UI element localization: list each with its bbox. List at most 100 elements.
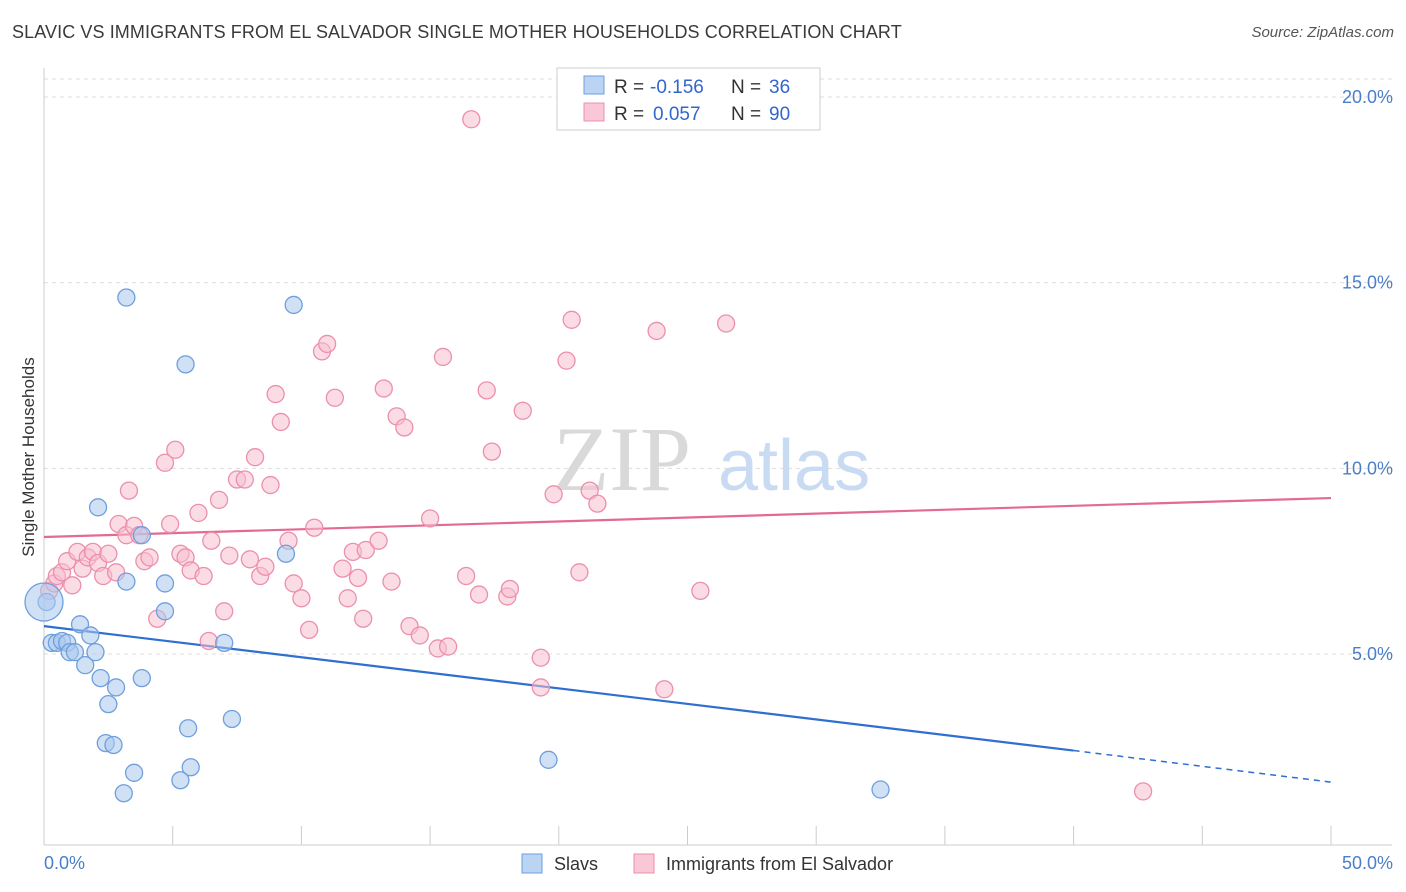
slavs-point [178, 719, 198, 738]
slavs-point [24, 582, 64, 622]
legend-swatch-salvador [583, 102, 605, 122]
slavs-point [132, 668, 151, 688]
salvador-point [531, 648, 550, 667]
x-tick-label-max: 50.0% [1342, 853, 1393, 873]
legend-r-value-2: 0.057 [653, 104, 701, 125]
slavs-point [104, 735, 123, 755]
salvador-point [166, 440, 185, 459]
salvador-point [557, 351, 576, 370]
slavs-point [155, 574, 175, 593]
legend-n-label-1: N = [731, 77, 761, 98]
slavs-point [81, 626, 100, 645]
salvador-point [209, 490, 229, 510]
salvador-point [420, 509, 440, 528]
salvador-point [119, 481, 139, 500]
slavs-point [222, 709, 242, 729]
salvador-point [338, 589, 357, 608]
salvador-point [456, 566, 476, 586]
salvador-point [333, 559, 352, 578]
salvador-point [215, 602, 234, 621]
slavs-point [176, 355, 195, 374]
legend-r-value-1: -0.156 [650, 77, 704, 98]
salvador-point [356, 540, 375, 560]
x-tick-label-min: 0.0% [44, 853, 85, 873]
salvador-point [382, 572, 401, 591]
y-tick-label: 20.0% [1342, 87, 1393, 107]
legend-r-label-2: R = [614, 104, 644, 125]
slavs-point [539, 750, 558, 769]
salvador-point [531, 678, 550, 697]
salvador-point [544, 485, 563, 504]
watermark: ZIP atlas [553, 408, 870, 510]
salvador-point [99, 544, 118, 563]
salvador-point [655, 680, 674, 699]
salvador-point [395, 418, 414, 437]
salvador-point [202, 531, 221, 550]
slavs-point [132, 526, 151, 545]
salvador-point [570, 563, 589, 582]
salvador-point [317, 334, 337, 354]
salvador-trend-line [43, 496, 1332, 539]
salvador-point [194, 566, 213, 586]
grid-lines [44, 78, 1392, 655]
slavs-point [181, 758, 200, 777]
salvador-point [369, 531, 388, 550]
salvador-point [160, 514, 180, 534]
legend-n-label-2: N = [731, 104, 761, 125]
salvador-point [477, 381, 496, 400]
y-tick-label: 15.0% [1342, 273, 1393, 293]
salvador-point [513, 401, 532, 420]
bottom-legend-swatch-salvador [633, 853, 655, 874]
watermark-atlas: atlas [718, 426, 870, 506]
slavs-point [117, 572, 136, 591]
salvador-point [325, 388, 345, 407]
salvador-point [266, 384, 285, 404]
slavs-point [91, 668, 110, 688]
slavs-point [124, 763, 144, 782]
slavs-point [276, 544, 296, 563]
slavs-point [88, 498, 108, 517]
slavs-point [117, 288, 136, 307]
slavs-point [215, 633, 234, 653]
bottom-legend-label-slavs: Slavs [554, 854, 598, 874]
y-tick-label: 10.0% [1342, 458, 1393, 478]
salvador-point [433, 347, 453, 367]
y-axis-title: Single Mother Households [19, 357, 38, 556]
slavs-point [171, 771, 190, 790]
y-tick-label: 5.0% [1352, 644, 1393, 664]
slavs-point [76, 655, 95, 675]
salvador-point [691, 581, 710, 601]
slavs-point [99, 694, 118, 714]
salvador-point [348, 568, 368, 588]
salvador-point [245, 448, 265, 467]
salvador-point [410, 626, 429, 645]
legend-swatch-slavs [583, 75, 605, 95]
slavs-point [86, 642, 105, 662]
salvador-point [292, 589, 311, 608]
salvador-point [299, 620, 319, 640]
slavs-point [155, 602, 175, 621]
trend-lines [43, 496, 1332, 783]
watermark-zip: ZIP [553, 408, 691, 510]
salvador-point [562, 310, 581, 329]
salvador-point [240, 550, 260, 569]
salvador-point [261, 475, 280, 495]
bottom-legend-label-salvador: Immigrants from El Salvador [666, 854, 893, 874]
legend-n-value-1: 36 [769, 77, 790, 98]
salvador-point [588, 494, 607, 513]
salvador-point [462, 110, 481, 129]
salvador-point [438, 637, 458, 656]
data-points [24, 110, 1153, 803]
salvador-point [305, 518, 324, 537]
bottom-legend-swatch-slavs [521, 853, 543, 874]
salvador-point [220, 546, 239, 565]
slavs-trend-line [43, 625, 1074, 752]
salvador-point [374, 379, 393, 398]
salvador-point [189, 503, 208, 523]
salvador-point [1133, 782, 1153, 801]
slavs-point [65, 642, 85, 662]
salvador-point [256, 557, 275, 576]
legend-box: R = -0.156 N = 36 R = 0.057 N = 90 [556, 67, 821, 131]
salvador-point [199, 631, 218, 651]
